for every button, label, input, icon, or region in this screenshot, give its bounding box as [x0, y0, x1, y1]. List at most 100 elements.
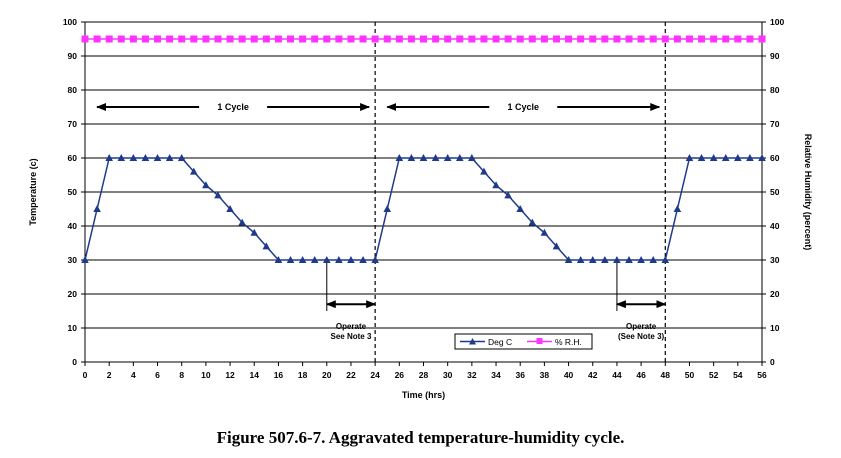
x-tick-label: 44 — [612, 370, 622, 380]
data-point-deg-c — [480, 167, 488, 175]
data-point-deg-c — [564, 256, 573, 263]
data-point-deg-c — [274, 256, 283, 263]
y2-tick-label: 50 — [770, 187, 780, 197]
data-point-deg-c — [322, 256, 331, 263]
data-point-deg-c — [468, 154, 476, 161]
y-tick-label: 20 — [68, 289, 78, 299]
data-point-rh — [565, 35, 573, 43]
data-point-rh — [274, 35, 282, 43]
y-tick-label: 80 — [68, 85, 78, 95]
data-point-deg-c — [431, 154, 440, 161]
y-tick-label: 50 — [68, 187, 78, 197]
data-point-deg-c — [661, 256, 670, 263]
data-point-rh — [287, 35, 295, 43]
data-point-rh — [238, 35, 246, 43]
operate-note: See Note 3 — [331, 332, 372, 341]
data-point-rh — [456, 35, 464, 43]
data-point-rh — [117, 35, 125, 43]
legend-label-rh: % R.H. — [555, 337, 582, 347]
chart: 0 0 10 10 20 20 30 30 40 40 50 50 60 60 70 70 80 80 90 90 10… — [28, 17, 813, 400]
data-point-rh — [359, 35, 367, 43]
x-tick-label: 40 — [564, 370, 574, 380]
x-tick-label: 30 — [443, 370, 453, 380]
data-point-deg-c — [81, 256, 89, 263]
data-point-rh — [323, 35, 331, 43]
data-point-deg-c — [383, 205, 392, 212]
figure-caption: Figure 507.6-7. Aggravated temperature-h… — [216, 428, 625, 447]
operate-label: Operate — [336, 322, 367, 331]
data-point-rh — [311, 35, 319, 43]
data-point-deg-c — [504, 191, 512, 199]
data-point-rh — [577, 35, 585, 43]
y2-tick-label: 60 — [770, 153, 780, 163]
data-point-rh — [371, 35, 379, 43]
x-tick-label: 28 — [419, 370, 429, 380]
data-point-deg-c — [649, 256, 657, 263]
x-tick-label: 12 — [225, 370, 235, 380]
y2-tick-label: 30 — [770, 255, 780, 265]
data-point-rh — [432, 35, 440, 43]
y2-tick-label: 90 — [770, 51, 780, 61]
y2-tick-label: 40 — [770, 221, 780, 231]
data-point-rh — [504, 35, 512, 43]
y2-tick-label: 20 — [770, 289, 780, 299]
data-point-deg-c — [395, 154, 404, 161]
data-point-rh — [262, 35, 270, 43]
data-point-deg-c — [335, 256, 343, 263]
data-point-rh — [250, 35, 258, 43]
y2-tick-label: 0 — [770, 357, 775, 367]
data-point-deg-c — [359, 256, 367, 263]
x-tick-label: 2 — [107, 370, 112, 380]
y-tick-label: 90 — [68, 51, 78, 61]
data-point-deg-c — [601, 256, 609, 263]
data-point-rh — [81, 35, 89, 43]
data-point-deg-c — [190, 167, 198, 175]
x-tick-label: 18 — [298, 370, 308, 380]
data-point-deg-c — [552, 242, 561, 250]
data-point-deg-c — [709, 154, 718, 161]
data-point-deg-c — [637, 256, 645, 263]
data-point-rh — [105, 35, 113, 43]
x-tick-label: 32 — [467, 370, 477, 380]
cycle-label: 1 Cycle — [507, 102, 539, 112]
data-point-rh — [468, 35, 476, 43]
x-tick-label: 14 — [250, 370, 260, 380]
y-tick-label: 0 — [72, 357, 77, 367]
cycle-label: 1 Cycle — [217, 102, 249, 112]
data-point-deg-c — [492, 181, 500, 189]
y-tick-label: 60 — [68, 153, 78, 163]
data-point-deg-c — [419, 154, 428, 161]
data-point-rh — [129, 35, 137, 43]
data-point-rh — [141, 35, 149, 43]
x-tick-label: 36 — [515, 370, 525, 380]
data-point-rh — [93, 35, 101, 43]
y-tick-label: 100 — [63, 17, 77, 27]
y-tick-label: 30 — [68, 255, 78, 265]
data-point-rh — [395, 35, 403, 43]
x-tick-label: 10 — [201, 370, 211, 380]
data-point-deg-c — [540, 228, 549, 236]
x-tick-label: 42 — [588, 370, 598, 380]
data-point-rh — [734, 35, 742, 43]
x-tick-label: 38 — [540, 370, 550, 380]
data-point-deg-c — [262, 242, 271, 250]
data-point-deg-c — [165, 154, 174, 161]
data-point-deg-c — [625, 256, 633, 263]
data-point-deg-c — [117, 154, 126, 161]
x-tick-label: 0 — [83, 370, 88, 380]
x-tick-label: 4 — [131, 370, 136, 380]
legend-label-deg-c: Deg C — [488, 337, 512, 347]
data-point-deg-c — [250, 228, 259, 236]
data-point-deg-c — [105, 154, 113, 161]
x-tick-label: 52 — [709, 370, 719, 380]
data-point-rh — [178, 35, 186, 43]
data-point-deg-c — [697, 154, 706, 161]
data-point-deg-c — [214, 191, 222, 199]
data-point-rh — [758, 35, 766, 43]
y2-tick-label: 80 — [770, 85, 780, 95]
x-tick-label: 6 — [155, 370, 160, 380]
y2-tick-label: 70 — [770, 119, 780, 129]
x-tick-label: 22 — [346, 370, 356, 380]
data-point-deg-c — [613, 256, 621, 263]
data-point-deg-c — [286, 256, 295, 263]
